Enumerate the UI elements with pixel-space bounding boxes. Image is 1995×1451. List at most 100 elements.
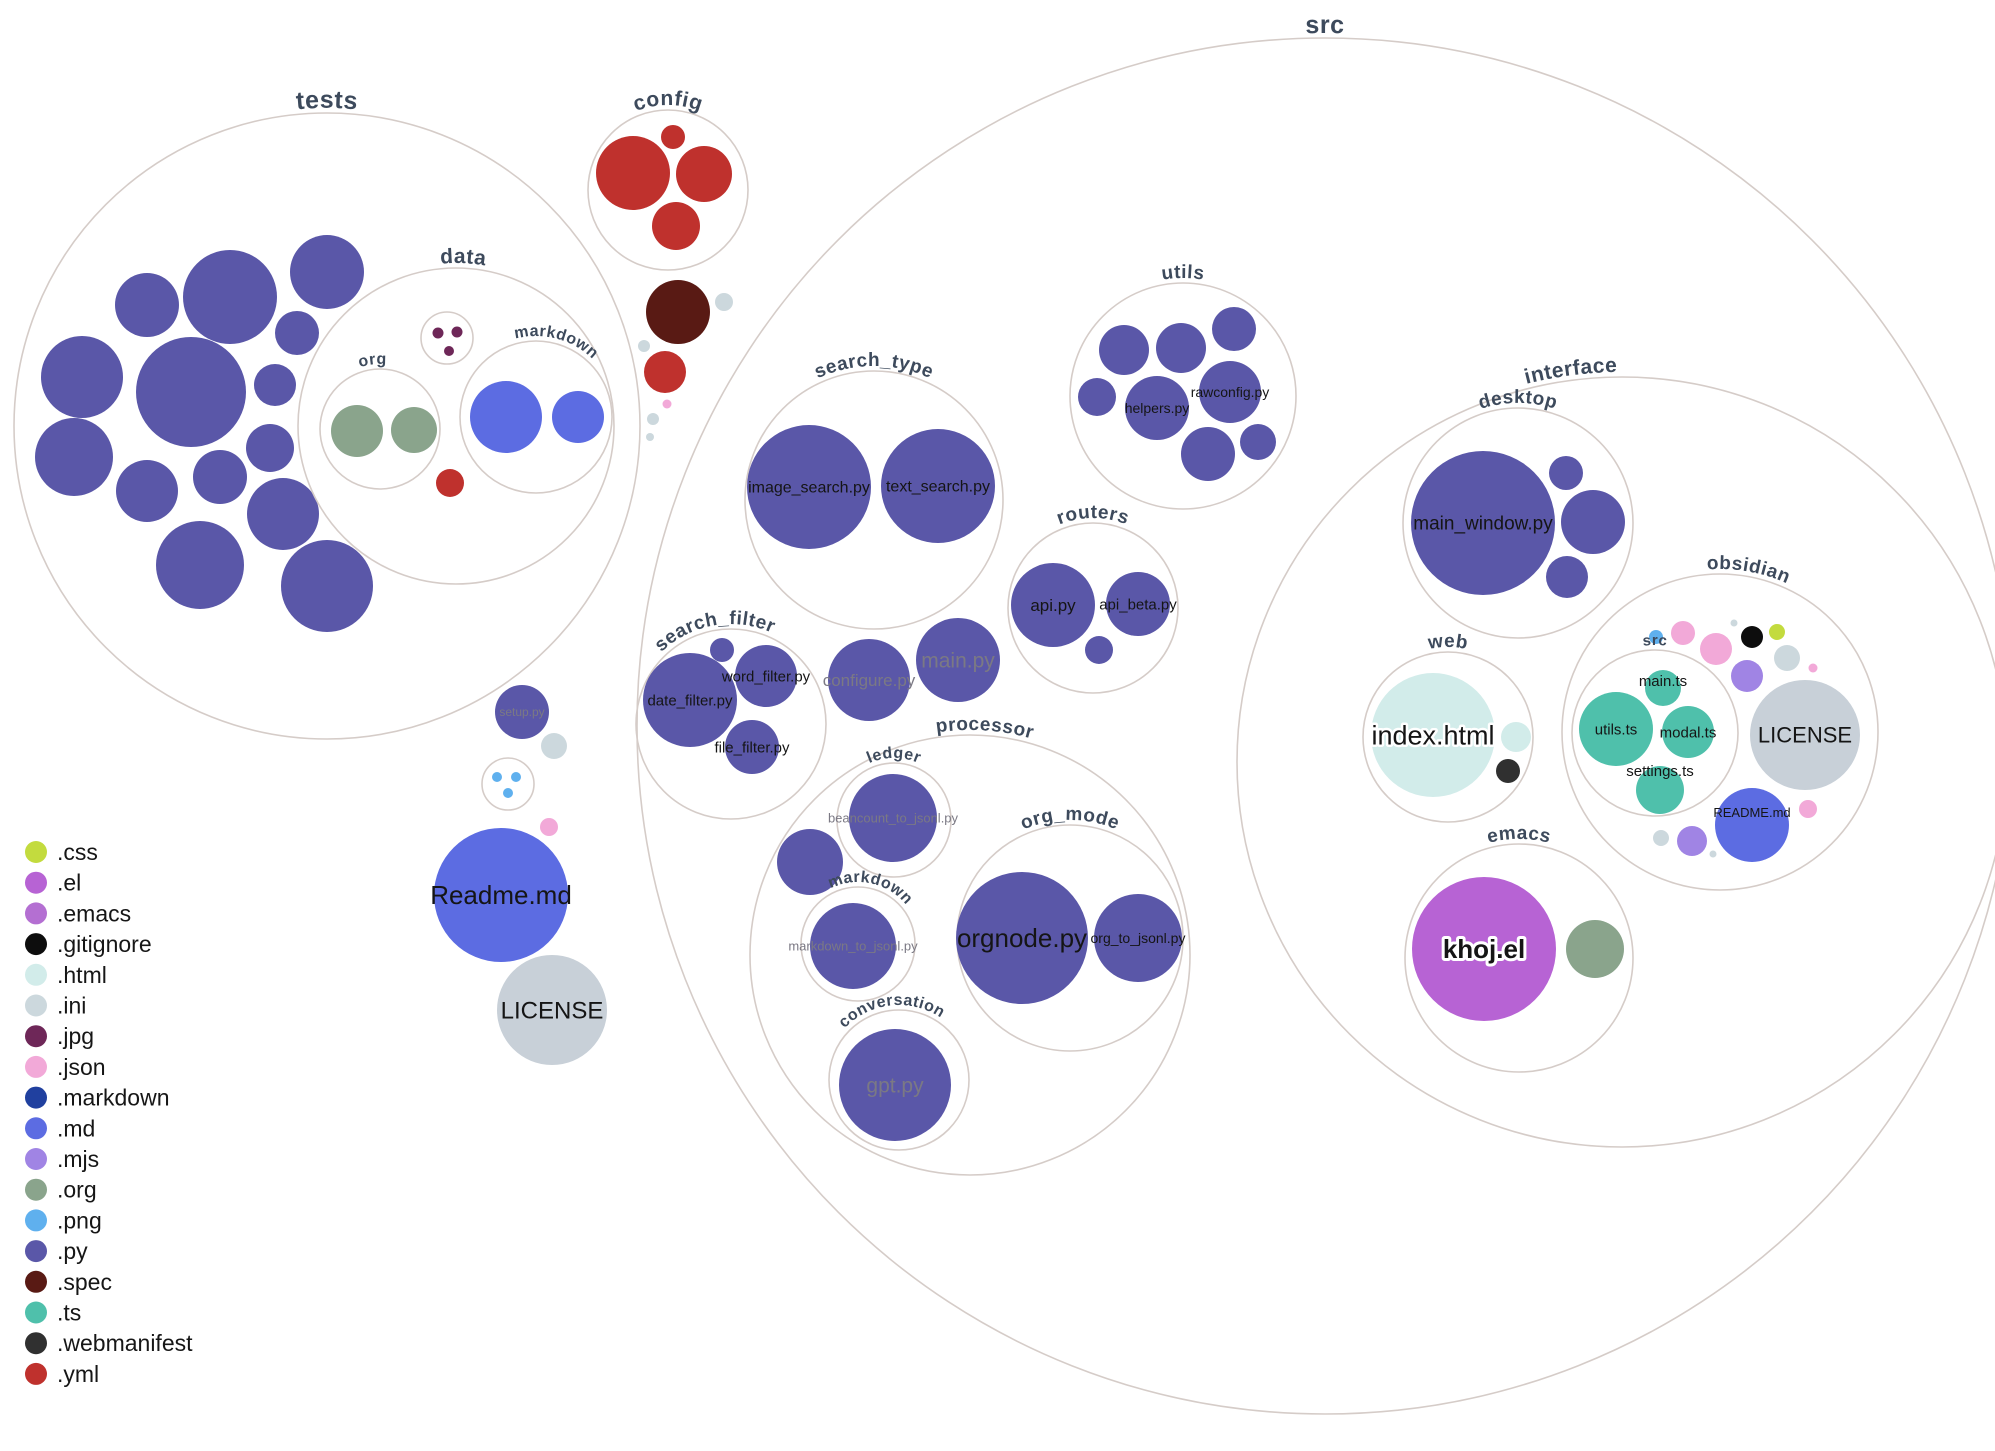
dir-dot-cluster [481,757,535,811]
legend-label: .css [57,839,98,865]
legend-item-py: .py [25,1238,88,1264]
file-orgnode.py [956,872,1088,1004]
dir-circle-web [1362,651,1534,823]
file-label-date_filter.py: date_filter.py [647,692,733,709]
legend-label: .jpg [57,1023,94,1049]
file-png-file [492,772,502,782]
file-label-khoj.el: khoj.el [1443,934,1525,964]
file-ini-file [1653,830,1669,846]
dir-circle-markdown [459,340,613,494]
dir-markdown: markdown [459,323,613,494]
file-yml-file [676,146,732,202]
legend-item-org: .org [25,1177,97,1203]
file-LICENSE [497,955,607,1065]
file-yml-file [596,136,670,210]
legend-label: .md [57,1115,95,1141]
chart-root: org markdown data tests config setup.py Readme… [13,11,1995,1415]
file-gpt.py [839,1029,951,1141]
legend-swatch-icon [25,1117,47,1140]
file-png-file [511,772,521,782]
file-org_to_jsonl.py [1094,894,1182,982]
file-ini-file [646,433,654,441]
dir-tests: org markdown data tests [13,86,641,740]
file-ini-file [1730,619,1738,627]
file-py-file [136,337,246,447]
dir-label-processor: processor [935,714,1037,744]
file-json-file [540,818,558,836]
legend-label: .emacs [57,900,131,926]
file-label-beancount_to_jsonl.py: beancount_to_jsonl.py [828,811,959,826]
file-label-image_search.py: image_search.py [748,480,870,497]
legend-swatch-icon [25,1362,47,1385]
file-label-rawconfig.py: rawconfig.py [1191,384,1270,400]
file-webmanifest-file [1496,759,1520,783]
dir-processor: beancount_to_jsonl.py ledger markdown_to_j… [749,714,1191,1176]
legend-swatch-icon [25,1178,47,1201]
legend-label: .mjs [57,1146,99,1172]
file-py-file [156,521,244,609]
file-date_filter.py [643,653,737,747]
dir-circle-processor [749,734,1191,1176]
file-khoj.el [1412,877,1556,1021]
file-label-api.py: api.py [1030,596,1076,615]
file-py-file [1078,378,1116,416]
dir-label-routers: routers [1054,502,1132,529]
file-py-file [1212,307,1256,351]
file-mjs-file [1731,660,1763,692]
file-label-helpers.py: helpers.py [1125,400,1190,416]
file-html-file [1501,722,1531,752]
dir-label-org: org [357,351,387,371]
dir-circle-search_filter [635,628,827,820]
dir-label-src-obsidian: src [1642,632,1668,650]
dir-search_type: image_search.py text_search.py search_type [744,350,1004,630]
file-label-text_search.py: text_search.py [886,479,990,496]
file-css-file [1769,624,1785,640]
file-markdown_to_jsonl.py [810,903,896,989]
legend-label: .gitignore [57,931,152,957]
legend-swatch-icon [25,902,47,925]
legend-label: .py [57,1238,88,1264]
legend-item-markdown: .markdown [25,1085,169,1111]
file-py-file [183,250,277,344]
legend-label: .webmanifest [57,1330,193,1356]
file-label-gpt.py: gpt.py [866,1074,924,1097]
file-py-file [275,311,319,355]
legend-swatch-icon [25,1055,47,1078]
file-Readme.md [434,828,568,962]
dir-label-utils: utils [1160,262,1205,285]
dir-label-desktop: desktop [1476,387,1560,414]
file-py-file [1085,636,1113,664]
file-main.py [916,618,1000,702]
legend-item-md: .md [25,1115,95,1141]
legend-label: .markdown [57,1085,169,1111]
file-jpg-file [444,346,454,356]
file-org-file [1566,920,1624,978]
file-md-file [470,381,542,453]
file-py-file [247,478,319,550]
legend-swatch-icon [25,1209,47,1232]
file-jpg-file [432,327,444,339]
legend-label: .png [57,1207,102,1233]
dir-label-interface: interface [1522,354,1618,389]
file-json-file [662,399,672,409]
file-ini-file [1709,850,1717,858]
legend-item-ts: .ts [25,1300,81,1326]
file-label-index.html: index.html [1371,720,1494,750]
file-text_search.py [881,429,995,543]
file-label-orgnode.py: orgnode.py [957,923,1087,953]
file-api_beta.py [1106,572,1170,636]
dir-label-src: src [1305,11,1345,39]
file-setup.py [495,685,549,739]
dir-circle-data [297,267,615,585]
dir-web: index.html web [1362,631,1534,823]
file-configure.py [828,639,910,721]
dir-ledger: beancount_to_jsonl.py ledger [828,745,959,878]
legend-swatch-icon [25,1270,47,1293]
file-utils.ts [1579,692,1653,766]
dir-circle-search_type [744,370,1004,630]
dir-circle-conversation [828,1009,970,1151]
dir-circle-routers [1007,522,1179,694]
file-py-file [1181,427,1235,481]
dir-circle-src-obsidian [1571,649,1739,817]
file-yml-file [436,469,464,497]
